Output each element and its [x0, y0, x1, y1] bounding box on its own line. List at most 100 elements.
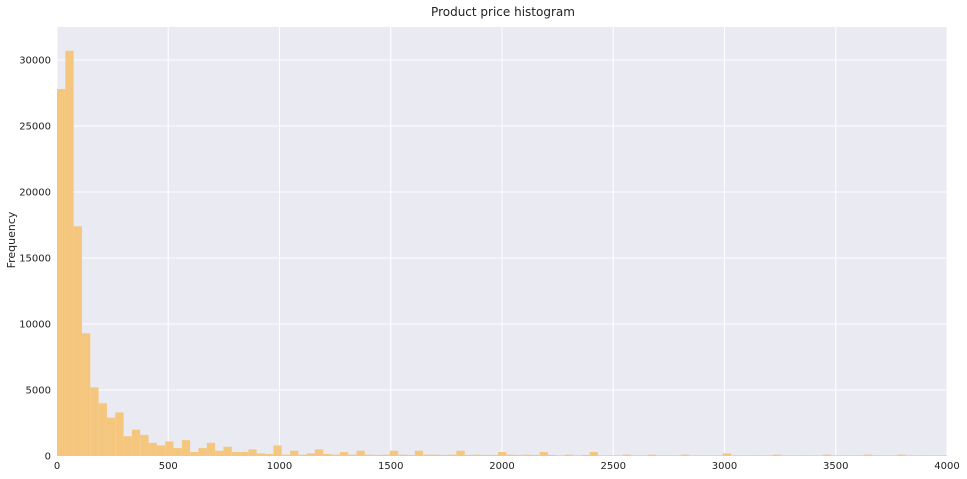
y-tick-label: 0 [45, 452, 51, 463]
histogram-bar [173, 448, 182, 456]
y-tick-label: 20000 [19, 188, 51, 199]
histogram-bar [165, 441, 174, 456]
histogram-bar [539, 452, 548, 456]
x-tick-label: 1000 [267, 461, 292, 472]
histogram-bar [298, 454, 307, 456]
histogram-bar [789, 455, 798, 456]
histogram-bar [614, 455, 623, 456]
y-tick-label: 30000 [19, 56, 51, 67]
histogram-bar [514, 454, 524, 456]
histogram-bar [697, 455, 707, 456]
histogram-bar [314, 449, 324, 456]
y-tick-label: 5000 [26, 386, 51, 397]
histogram-bar [622, 454, 632, 456]
histogram-bar [339, 452, 349, 456]
histogram-bar [223, 446, 232, 456]
histogram-bar [664, 455, 673, 456]
histogram-bar [65, 50, 74, 456]
histogram-bar [348, 454, 357, 456]
histogram-bar [506, 454, 515, 456]
x-tick-label: 0 [54, 461, 60, 472]
histogram-bar [606, 455, 615, 456]
x-tick-label: 3000 [712, 461, 737, 472]
histogram-bar [531, 454, 540, 456]
histogram-bar [764, 455, 773, 456]
histogram-bar [572, 455, 582, 456]
histogram-bar [73, 226, 82, 456]
histogram-bar [814, 455, 823, 456]
y-tick-label: 10000 [19, 320, 51, 331]
histogram-bar [489, 454, 499, 456]
histogram-bar [747, 455, 757, 456]
histogram-bar [706, 455, 715, 456]
histogram-bar [739, 455, 748, 456]
histogram-bar [106, 417, 116, 456]
histogram-bar [140, 434, 149, 456]
histogram-bar [98, 403, 107, 456]
x-tick-label: 2500 [601, 461, 626, 472]
histogram-bar [780, 455, 790, 456]
histogram-bar [523, 454, 532, 456]
histogram-bar [256, 453, 266, 456]
histogram-bar [248, 449, 257, 456]
histogram-bar [198, 448, 207, 456]
histogram-bar [872, 455, 881, 456]
histogram-bar [331, 454, 340, 456]
histogram-bar [597, 455, 607, 456]
histogram-bar [181, 440, 191, 456]
x-tick-label: 1500 [378, 461, 403, 472]
histogram-bar [722, 453, 732, 456]
y-axis-label: Frequency [5, 211, 18, 268]
histogram-bar [57, 89, 66, 456]
histogram-bar [464, 454, 474, 456]
histogram-bar [581, 454, 590, 456]
histogram-bar [473, 454, 482, 456]
histogram-bar [672, 455, 682, 456]
histogram-bar [822, 454, 831, 456]
histogram-bar [448, 454, 457, 456]
histogram-bar [889, 455, 898, 456]
histogram-bar [456, 450, 465, 456]
histogram-bar [756, 455, 765, 456]
histogram-bar [356, 450, 365, 456]
x-tick-label: 4000 [934, 461, 959, 472]
histogram-bar [564, 454, 573, 456]
histogram-bar [930, 455, 940, 456]
histogram-bar [830, 455, 840, 456]
histogram-bar [647, 454, 657, 456]
histogram-bar [905, 455, 915, 456]
histogram-bar [547, 454, 557, 456]
histogram-bar [681, 454, 690, 456]
histogram-bar [631, 455, 640, 456]
histogram-bar [306, 453, 315, 456]
histogram-bar [406, 454, 415, 456]
histogram-bar [847, 455, 856, 456]
histogram-bar [914, 455, 923, 456]
histogram-bar [714, 455, 723, 456]
histogram-bar [731, 455, 740, 456]
histogram-bar [123, 436, 132, 456]
histogram-bar [498, 452, 507, 456]
y-tick-label: 15000 [19, 254, 51, 265]
histogram-bar [414, 450, 424, 456]
histogram-bar [589, 452, 598, 456]
histogram-bar [273, 445, 282, 456]
x-tick-label: 3500 [823, 461, 848, 472]
histogram-bar [556, 455, 565, 456]
histogram-bar [398, 454, 407, 456]
histogram-bar [156, 445, 166, 456]
histogram-bar [839, 455, 848, 456]
histogram-bar [240, 452, 249, 456]
histogram-bar [115, 412, 124, 456]
histogram-bar [439, 454, 449, 456]
histogram-bar [389, 450, 399, 456]
histogram-bar [805, 455, 815, 456]
histogram-bar [90, 387, 99, 456]
histogram-bar [265, 454, 274, 456]
histogram-bar [855, 455, 865, 456]
histogram-bar [431, 454, 440, 456]
histogram-bar [880, 455, 890, 456]
histogram-bar [131, 429, 141, 456]
histogram-bar [381, 454, 390, 456]
histogram-bar [373, 454, 382, 456]
